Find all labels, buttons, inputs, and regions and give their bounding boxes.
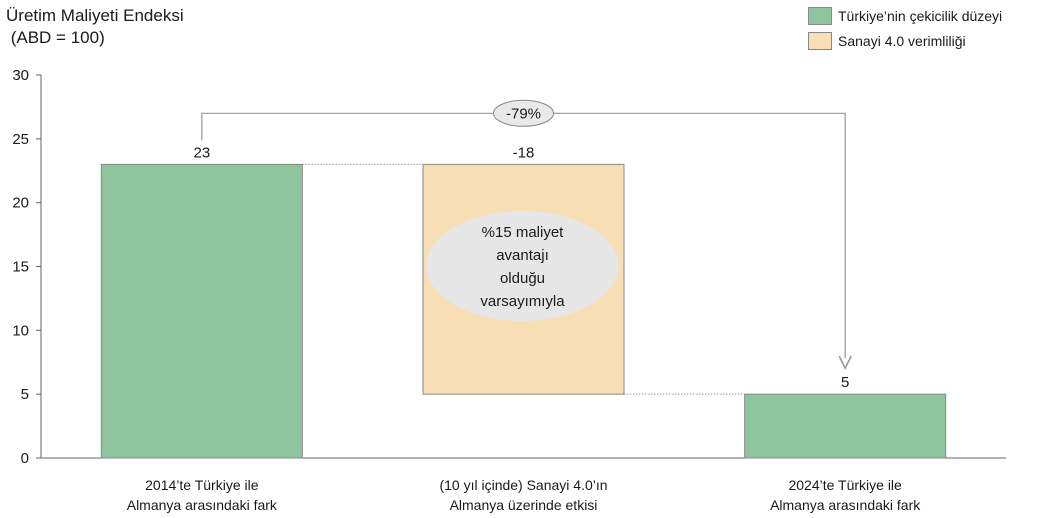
- y-tick-label: 10: [12, 322, 29, 339]
- assumption-label: %15 maliyet: [482, 224, 565, 241]
- x-category-label: Almanya arasındaki fark: [127, 497, 278, 513]
- x-category-label: 2024’te Türkiye ile: [788, 477, 902, 493]
- y-tick-label: 5: [21, 386, 29, 403]
- assumption-label: olduğu: [500, 270, 545, 287]
- chart-subtitle: (ABD = 100): [6, 28, 105, 47]
- chart-title-block: Üretim Maliyeti Endeksi (ABD = 100): [6, 5, 184, 49]
- x-category-label: Almanya arasındaki fark: [770, 497, 921, 513]
- legend-swatch-peach: [808, 32, 832, 50]
- x-category-label: 2014’te Türkiye ile: [145, 477, 259, 493]
- x-category-label: Almanya üzerinde etkisi: [450, 497, 598, 513]
- assumption-label: avantajı: [496, 247, 549, 264]
- legend-label-industry40: Sanayi 4.0 verimliliği: [838, 33, 966, 49]
- bar-1: [100, 163, 303, 459]
- change-badge-label: -79%: [506, 105, 541, 122]
- y-tick-label: 0: [21, 450, 29, 467]
- arrow-down-icon: [838, 355, 852, 370]
- bar-value-label: -18: [513, 144, 535, 161]
- change-badge: [493, 99, 554, 127]
- chart-title: Üretim Maliyeti Endeksi: [6, 6, 184, 25]
- bar-3: [744, 393, 947, 459]
- assumption-ellipse: [426, 211, 619, 321]
- legend-item-attractiveness: Türkiye’nin çekicilik düzeyi: [808, 5, 1002, 27]
- y-tick-label: 30: [12, 67, 29, 84]
- legend-label-attractiveness: Türkiye’nin çekicilik düzeyi: [838, 8, 1003, 24]
- legend-item-industry40: Sanayi 4.0 verimliliği: [808, 30, 1002, 52]
- legend-swatch-green: [808, 7, 832, 25]
- bar-value-label: 5: [841, 374, 849, 391]
- assumption-label: varsayımıyla: [480, 293, 565, 310]
- x-category-label: (10 yıl içinde) Sanayi 4.0’ın: [439, 477, 607, 493]
- legend: Türkiye’nin çekicilik düzeyi Sanayi 4.0 …: [808, 5, 1002, 55]
- bar-value-label: 23: [193, 144, 210, 161]
- y-tick-label: 25: [12, 131, 29, 148]
- y-tick-label: 20: [12, 195, 29, 212]
- y-tick-label: 15: [12, 259, 29, 276]
